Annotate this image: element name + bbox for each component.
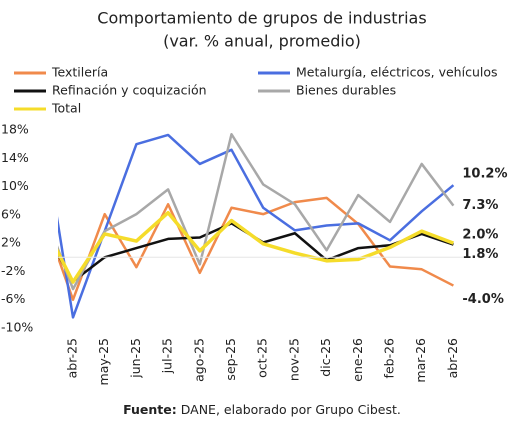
series-line: [58, 196, 454, 301]
y-tick-label: 6%: [1, 206, 21, 221]
series-line: [58, 132, 455, 291]
x-tick-label: abr-26: [445, 338, 460, 378]
x-tick-label: dic-25: [318, 338, 333, 377]
x-tick-label: oct-25: [255, 338, 270, 378]
plot-area: [58, 132, 455, 319]
chart-subtitle: (var. % anual, promedio): [163, 32, 361, 51]
legend-label: Metalurgía, eléctricos, vehículos: [296, 65, 498, 80]
x-tick-label: may-25: [96, 338, 111, 385]
x-tick-label: feb-26: [382, 338, 397, 378]
y-tick-label: -10%: [1, 320, 33, 335]
x-tick-label: ene-26: [350, 338, 365, 382]
y-tick-label: 2%: [1, 235, 21, 250]
chart-title: Comportamiento de grupos de industrias: [97, 9, 426, 28]
series-line: [58, 133, 455, 319]
end-label: 7.3%: [462, 198, 498, 213]
x-tick-label: sep-25: [223, 338, 238, 381]
source-text: DANE, elaborado por Grupo Cibest.: [181, 402, 401, 417]
y-tick-label: 18%: [1, 122, 29, 137]
legend-label: Total: [51, 101, 81, 116]
end-label: 10.2%: [462, 167, 507, 182]
x-tick-label: nov-25: [286, 338, 301, 381]
y-tick-label: 14%: [1, 150, 29, 165]
y-tick-label: -2%: [1, 263, 25, 278]
legend-label: Textilería: [51, 65, 108, 80]
series-line: [58, 210, 455, 284]
x-tick-label: abr-25: [65, 338, 80, 378]
end-label: 2.0%: [462, 228, 498, 243]
x-tick-label: jul-25: [160, 338, 175, 374]
end-label: -4.0%: [462, 292, 503, 307]
x-tick-label: mar-26: [413, 338, 428, 383]
x-tick-label: jun-25: [128, 338, 143, 379]
x-tick-label: ago-25: [191, 338, 206, 382]
y-tick-label: 10%: [1, 178, 29, 193]
legend-label: Refinación y coquización: [52, 83, 207, 98]
source: Fuente: DANE, elaborado por Grupo Cibest…: [123, 402, 401, 417]
end-label: 1.8%: [462, 247, 498, 262]
y-tick-label: -6%: [1, 291, 25, 306]
source-label: Fuente:: [123, 402, 177, 417]
legend-label: Bienes durables: [296, 83, 396, 98]
